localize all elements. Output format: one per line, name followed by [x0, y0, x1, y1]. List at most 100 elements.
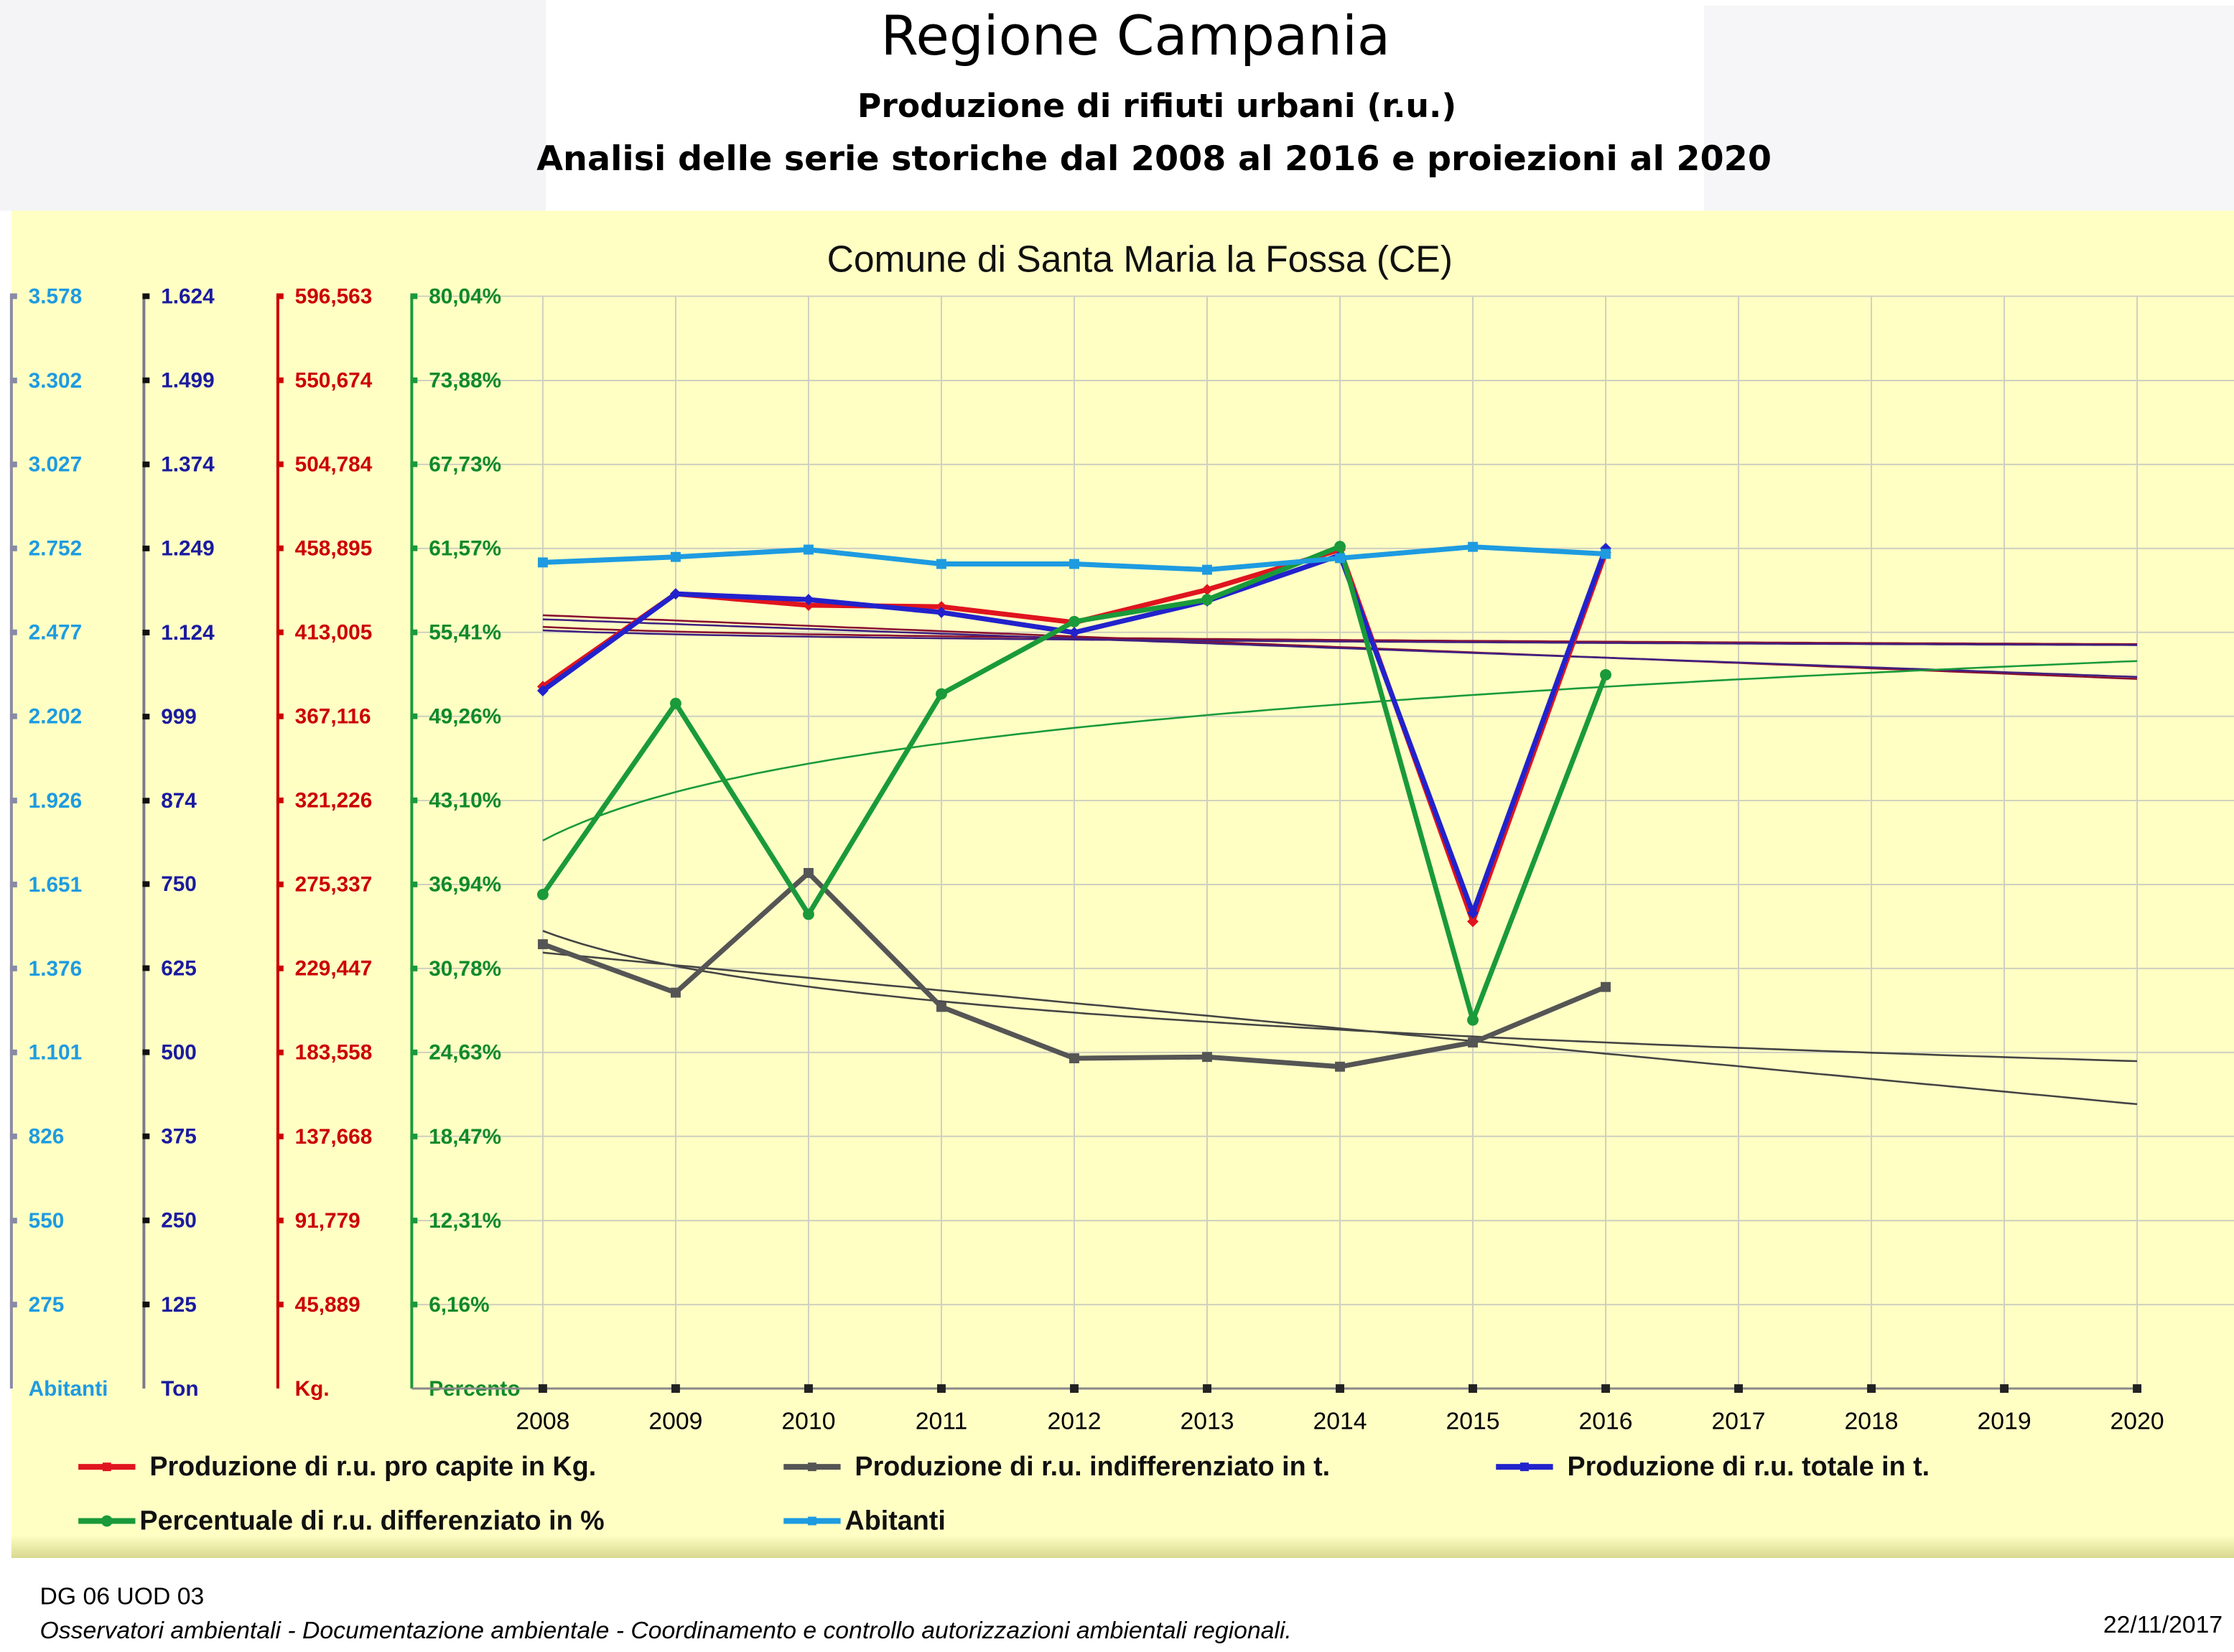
- x-tick: [804, 1384, 813, 1393]
- y-tick: [9, 377, 17, 383]
- y-tick: [142, 377, 150, 383]
- y-tick: [142, 1049, 150, 1055]
- y-tick-label: 504,784: [295, 453, 373, 477]
- legend-label: Percentuale di r.u. differenziato in %: [139, 1505, 604, 1535]
- y-tick-label: 49,26%: [429, 705, 501, 729]
- point: [936, 1002, 946, 1012]
- point: [670, 697, 681, 709]
- x-tick: [1070, 1384, 1079, 1393]
- y-tick: [276, 293, 284, 299]
- y-tick: [9, 713, 17, 719]
- y-tick: [410, 797, 418, 803]
- y-axis-label: Abitanti: [29, 1377, 108, 1401]
- x-tick-label: 2016: [1579, 1408, 1633, 1435]
- point: [1335, 553, 1345, 564]
- trend-line: [542, 660, 2138, 841]
- y-tick: [410, 461, 418, 467]
- y-tick: [410, 1218, 418, 1224]
- y-tick: [276, 1217, 284, 1223]
- y-tick: [410, 1301, 418, 1307]
- y-tick: [142, 461, 150, 467]
- y-tick-label: 413,005: [295, 621, 373, 645]
- y-tick-label: 6,16%: [429, 1293, 489, 1317]
- y-tick-label: 2.202: [29, 705, 82, 729]
- y-tick-label: 3.027: [29, 453, 82, 477]
- y-tick-label: 375: [161, 1125, 197, 1149]
- x-tick: [2000, 1384, 2009, 1393]
- point: [1600, 668, 1611, 681]
- y-tick-label: 826: [29, 1125, 65, 1149]
- trend-line: [542, 930, 2138, 1063]
- y-tick: [276, 881, 284, 887]
- point: [803, 908, 814, 920]
- legend-marker: [101, 1515, 113, 1527]
- x-tick-label: 2015: [1446, 1408, 1500, 1435]
- x-tick: [671, 1384, 680, 1393]
- y-tick-label: 229,447: [295, 957, 373, 981]
- x-tick-label: 2019: [1978, 1408, 2031, 1435]
- plot-panel: [11, 210, 2234, 1557]
- y-tick: [142, 1301, 150, 1307]
- trend-line: [542, 614, 2138, 680]
- y-tick: [276, 965, 284, 971]
- y-tick: [142, 545, 150, 551]
- legend-marker: [807, 1462, 816, 1472]
- point: [536, 685, 549, 696]
- y-tick: [9, 882, 17, 887]
- y-tick-label: 1.374: [161, 453, 215, 477]
- point: [1468, 1037, 1478, 1047]
- y-tick-label: 1.624: [161, 284, 215, 308]
- y-tick: [9, 1133, 17, 1139]
- header-block: [0, 0, 546, 211]
- y-tick-label: 500: [161, 1040, 197, 1064]
- point: [537, 939, 548, 950]
- legend-marker: [1519, 1462, 1529, 1472]
- y-tick: [142, 630, 150, 635]
- y-tick-label: 18,47%: [429, 1125, 501, 1149]
- x-tick-label: 2020: [2110, 1408, 2164, 1435]
- y-tick: [142, 293, 150, 299]
- footer-office: DG 06 UOD 03: [40, 1583, 205, 1610]
- x-tick: [1203, 1384, 1211, 1393]
- legend-marker: [102, 1462, 111, 1472]
- y-tick: [410, 629, 418, 635]
- y-tick: [142, 881, 150, 887]
- y-tick: [276, 713, 284, 719]
- y-tick: [9, 1218, 17, 1224]
- y-tick-label: 24,63%: [429, 1041, 501, 1065]
- header-block: [1703, 5, 2234, 211]
- point: [804, 544, 814, 555]
- y-tick: [276, 797, 284, 803]
- y-tick-label: 550: [29, 1209, 65, 1233]
- x-tick: [1734, 1384, 1743, 1393]
- y-tick: [276, 545, 284, 551]
- y-tick-label: 80,04%: [429, 284, 501, 308]
- x-tick: [1469, 1384, 1477, 1393]
- y-tick-label: 12,31%: [429, 1209, 501, 1233]
- x-tick-label: 2012: [1047, 1408, 1101, 1435]
- y-tick: [276, 1302, 284, 1307]
- y-tick-label: 125: [161, 1293, 197, 1317]
- legend-label: Produzione di r.u. totale in t.: [1567, 1451, 1930, 1481]
- point: [1069, 615, 1080, 627]
- x-tick: [937, 1384, 946, 1393]
- y-tick-label: 1.376: [29, 957, 82, 981]
- x-tick: [1867, 1384, 1876, 1393]
- point: [936, 688, 947, 700]
- y-tick-label: 550,674: [295, 368, 373, 392]
- y-tick: [9, 629, 17, 635]
- page-title: Regione Campania: [880, 4, 1390, 67]
- y-tick: [276, 1133, 284, 1139]
- y-tick-label: 43,10%: [429, 789, 501, 813]
- y-tick-label: 1.499: [161, 369, 214, 393]
- x-tick: [538, 1384, 547, 1393]
- x-tick-label: 2018: [1845, 1408, 1899, 1435]
- point: [670, 551, 681, 562]
- y-tick: [410, 293, 418, 299]
- y-tick-label: 275,337: [295, 873, 373, 897]
- y-tick: [410, 545, 418, 551]
- y-tick-label: 55,41%: [429, 621, 501, 645]
- y-tick: [9, 461, 17, 467]
